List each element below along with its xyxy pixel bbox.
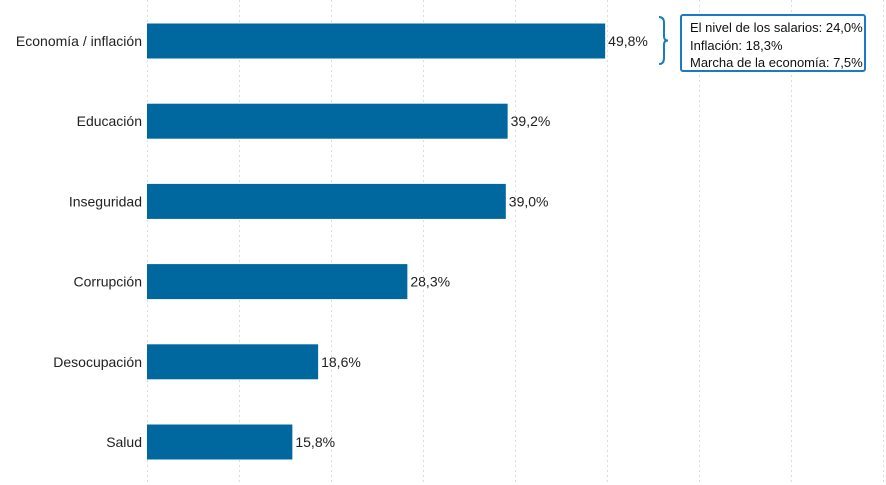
bar-inseguridad	[147, 183, 506, 219]
annotation-line-salarios: El nivel de los salarios: 24,0%	[690, 20, 863, 35]
bar-corrupcion	[147, 264, 408, 300]
value-label-desocupacion: 18,6%	[321, 354, 361, 370]
category-label-corrupcion: Corrupción	[74, 274, 142, 290]
value-label-economia-inflacion: 49,8%	[608, 33, 648, 49]
value-label-corrupcion: 28,3%	[410, 274, 450, 290]
bar-educacion	[147, 103, 508, 139]
labels: Economía / inflación 49,8% Educación 39,2% I…	[16, 33, 648, 450]
annotation-box: El nivel de los salarios: 24,0% Inflació…	[680, 14, 866, 72]
annotation-line-economia: Marcha de la economía: 7,5%	[690, 55, 863, 70]
value-label-educacion: 39,2%	[511, 113, 551, 129]
bars	[147, 23, 606, 460]
category-label-desocupacion: Desocupación	[53, 354, 142, 370]
bar-desocupacion	[147, 344, 319, 380]
bar-salud	[147, 424, 293, 460]
category-label-inseguridad: Inseguridad	[69, 193, 142, 209]
value-label-inseguridad: 39,0%	[509, 193, 549, 209]
category-label-economia-inflacion: Economía / inflación	[16, 33, 142, 49]
annotation-bracket	[658, 16, 669, 65]
bar-economia-inflacion	[147, 23, 606, 59]
annotation-line-inflacion: Inflación: 18,3%	[690, 37, 783, 53]
category-label-salud: Salud	[106, 434, 142, 450]
category-label-educacion: Educación	[77, 113, 142, 129]
value-label-salud: 15,8%	[295, 434, 335, 450]
gridlines	[147, 0, 884, 485]
